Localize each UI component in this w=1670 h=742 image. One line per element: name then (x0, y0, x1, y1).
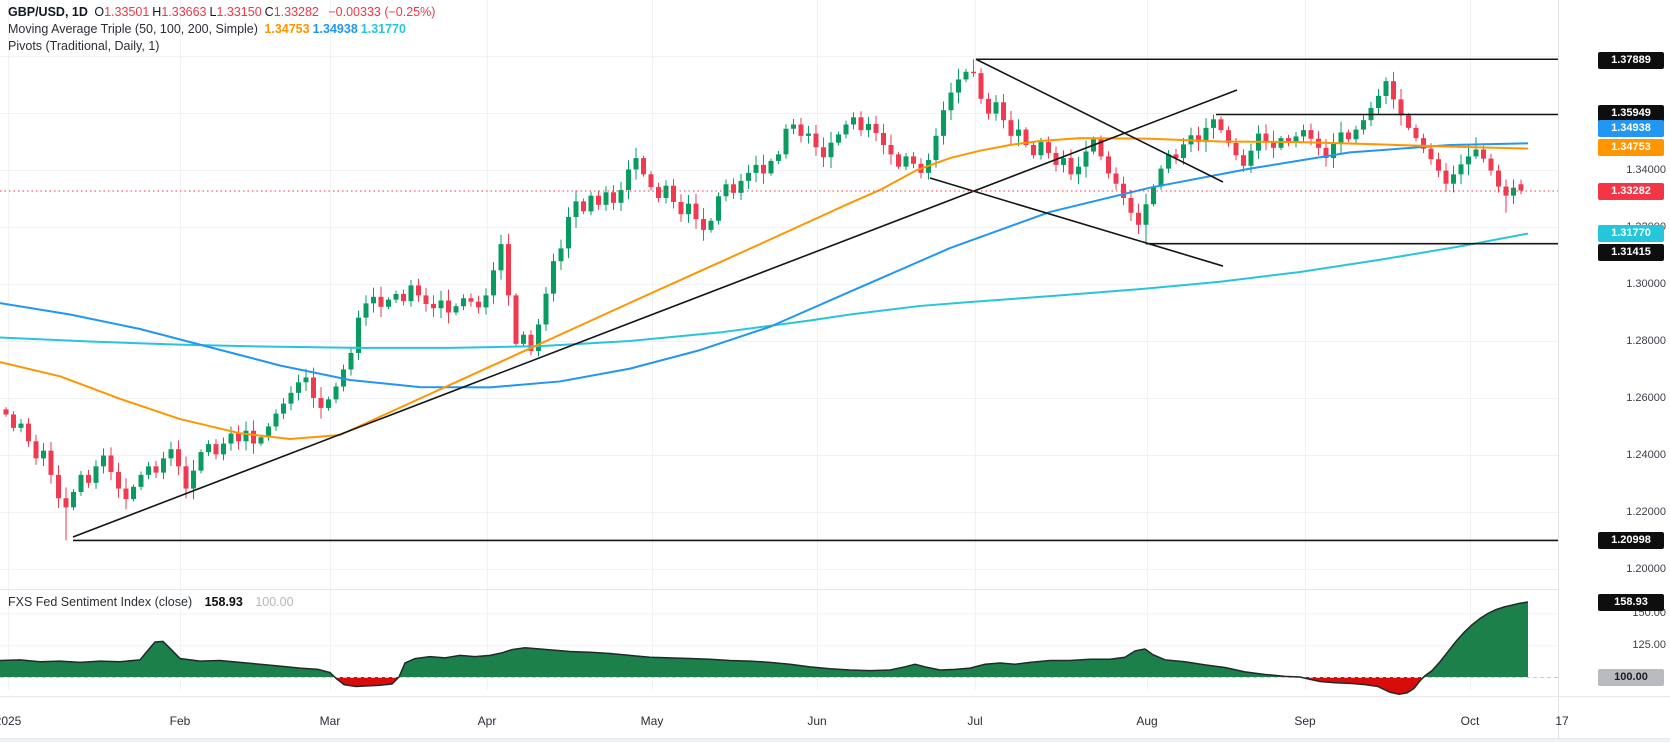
sentiment-title: FXS Fed Sentiment Index (close) (8, 595, 193, 609)
time-tick-label: 2025 (0, 714, 22, 728)
sentiment-value: 158.93 (204, 595, 243, 609)
ohlc-value: 1.33663 (161, 5, 207, 19)
ma-value: 1.34753 (264, 22, 310, 36)
ma-value: 1.31770 (360, 22, 406, 36)
ma-value: 1.34938 (312, 22, 358, 36)
gridlines (0, 0, 1558, 690)
time-tick-label: Jul (967, 714, 983, 728)
panel-divider[interactable] (0, 589, 1558, 590)
ohlc-value: 1.33282 (273, 5, 319, 19)
ma-legend[interactable]: Moving Average Triple (50, 100, 200, Sim… (8, 22, 412, 36)
ohlc-key: C (264, 5, 274, 19)
price-badge: 1.34938 (1598, 119, 1664, 137)
change-value: −0.00333 (−0.25%) (328, 5, 436, 19)
time-tick-label: Oct (1460, 714, 1480, 728)
sma-50-line (0, 137, 1529, 440)
price-tick-label: 1.24000 (1626, 448, 1666, 461)
sentiment-area-series (0, 601, 1558, 695)
pivots-legend[interactable]: Pivots (Traditional, Daily, 1) (8, 39, 162, 53)
price-badge: 1.31415 (1598, 243, 1664, 261)
price-badge: 1.31770 (1598, 224, 1664, 242)
price-tick-label: 1.34000 (1626, 164, 1666, 177)
ohlc-value: 1.33501 (104, 5, 150, 19)
sma-200-line (0, 232, 1529, 349)
price-badge: 100.00 (1598, 668, 1664, 686)
ohlc-key: L (209, 5, 217, 19)
ohlc-values: O1.33501 H1.33663 L1.33150 C1.33282 (94, 5, 322, 19)
ma-title: Moving Average Triple (50, 100, 200, Sim… (8, 22, 258, 36)
price-tick-label: 1.30000 (1626, 278, 1666, 290)
time-tick-label: Feb (169, 714, 191, 728)
sentiment-base-value: 100.00 (255, 595, 294, 609)
time-tick-label: Jun (807, 714, 827, 728)
price-badge: 158.93 (1598, 593, 1664, 611)
time-tick-label: Apr (477, 714, 497, 728)
ma-values: 1.34753 1.34938 1.31770 (264, 22, 409, 36)
bottom-border (0, 738, 1670, 739)
ohlc-key: H (152, 5, 162, 19)
price-tick-label: 1.20000 (1626, 562, 1666, 575)
bottom-strip (0, 739, 1670, 742)
pivot-and-trend-lines (72, 58, 1558, 542)
price-badge: 1.34753 (1598, 138, 1664, 156)
sentiment-legend[interactable]: FXS Fed Sentiment Index (close) 158.93 1… (8, 595, 297, 609)
time-tick-label: Aug (1136, 714, 1158, 728)
price-badge: 1.33282 (1598, 182, 1664, 200)
symbol-legend[interactable]: GBP/USD, 1D O1.33501 H1.33663 L1.33150 C1.3… (8, 5, 438, 19)
sma-100-line (0, 142, 1529, 389)
symbol-title: GBP/USD, 1D (8, 5, 88, 19)
time-tick-label: May (640, 714, 664, 728)
ohlc-key: O (94, 5, 105, 19)
time-tick-label: 17 (1555, 714, 1569, 728)
price-badge: 1.35949 (1598, 104, 1664, 122)
pivots-title: Pivots (Traditional, Daily, 1) (8, 39, 160, 53)
time-axis-border (0, 696, 1670, 697)
price-axis-border (1558, 0, 1559, 738)
price-tick-label: 1.26000 (1626, 391, 1666, 404)
candlestick-series (3, 59, 1524, 541)
time-tick-label: Mar (319, 714, 341, 728)
price-tick-label: 1.22000 (1626, 505, 1666, 518)
price-badge: 1.37889 (1598, 51, 1664, 69)
price-tick-label: 1.28000 (1626, 334, 1666, 347)
price-badge: 1.20998 (1598, 531, 1664, 549)
sentiment-tick-label: 125.00 (1632, 639, 1666, 652)
ohlc-value: 1.33150 (216, 5, 262, 19)
time-tick-label: Sep (1294, 714, 1316, 728)
